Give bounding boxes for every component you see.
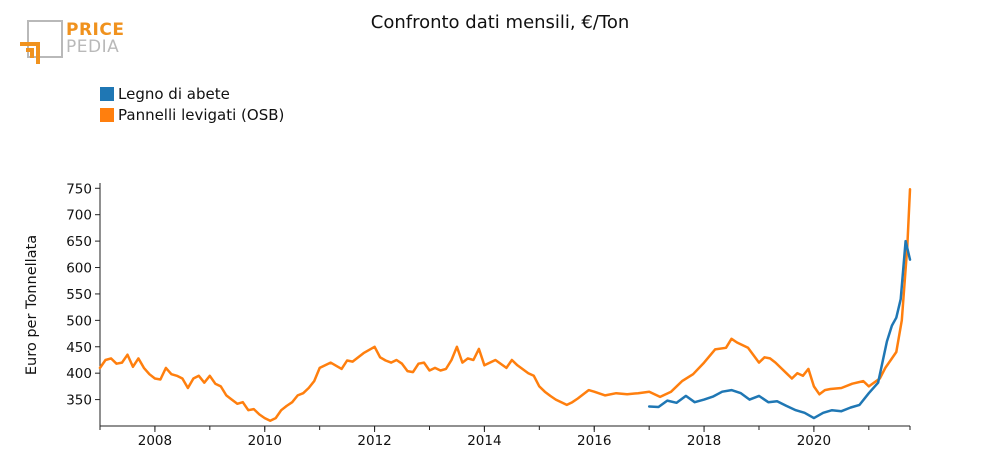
y-tick-label: 650 [66, 234, 92, 250]
legend-swatch-osb [100, 107, 114, 122]
legend-label-abete: Legno di abete [118, 84, 230, 103]
y-tick-label: 450 [66, 340, 92, 356]
x-tick-label: 2014 [467, 433, 501, 449]
y-tick-label: 400 [66, 366, 92, 382]
legend-item-abete[interactable]: Legno di abete [100, 83, 284, 104]
x-tick-label: 2008 [138, 433, 172, 449]
pricepedia-logo: PRICE PEDIA [18, 18, 128, 68]
y-tick-label: 500 [66, 313, 92, 329]
y-tick-label: 350 [66, 393, 92, 409]
y-tick-label: 600 [66, 261, 92, 277]
y-tick-label: 550 [66, 287, 92, 303]
x-tick-label: 2012 [357, 433, 391, 449]
x-tick-label: 2018 [687, 433, 721, 449]
x-tick-label: 2010 [248, 433, 282, 449]
legend-item-osb[interactable]: Pannelli levigati (OSB) [100, 104, 284, 125]
logo-mark-icon [20, 20, 63, 64]
series-line-legno-di-abete [647, 239, 912, 420]
x-tick-label: 2016 [577, 433, 611, 449]
y-tick-label: 750 [66, 181, 92, 197]
chart-title: Confronto dati mensili, €/Ton [370, 12, 630, 33]
y-tick-label: 700 [66, 208, 92, 224]
chart-axes: 350 400 450 500 550 600 650 700 750 2008 2010 2012 2… [66, 181, 911, 449]
legend: Legno di abete Pannelli levigati (OSB) [100, 83, 284, 125]
series-line-pannelli-osb [98, 188, 912, 422]
y-axis-title: Euro per Tonnellata [24, 235, 40, 375]
legend-swatch-abete [100, 86, 114, 101]
x-tick-label: 2020 [797, 433, 831, 449]
legend-label-osb: Pannelli levigati (OSB) [118, 105, 285, 124]
logo-text-pedia: PEDIA [66, 37, 120, 57]
chart-series [98, 188, 912, 422]
logo-text-price: PRICE [66, 20, 125, 40]
